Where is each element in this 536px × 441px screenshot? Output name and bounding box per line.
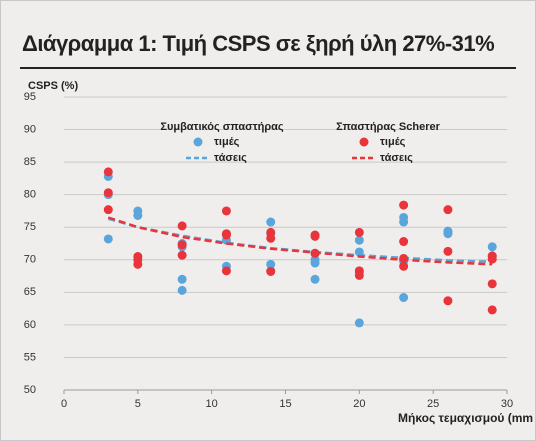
point xyxy=(221,206,231,216)
point xyxy=(354,270,364,280)
point xyxy=(354,318,364,328)
y-tick-label: 95 xyxy=(24,91,36,103)
point xyxy=(310,231,320,241)
x-tick-label: 15 xyxy=(279,398,291,410)
point xyxy=(399,253,409,263)
y-tick-label: 55 xyxy=(24,351,36,363)
point xyxy=(399,217,409,227)
y-tick-label: 85 xyxy=(24,156,36,168)
point xyxy=(443,246,453,256)
point xyxy=(221,230,231,240)
y-tick-label: 50 xyxy=(24,384,36,396)
legend-title: Συμβατικός σπαστήρας xyxy=(160,121,284,133)
point xyxy=(177,240,187,250)
x-tick-label: 20 xyxy=(353,398,365,410)
point xyxy=(487,242,497,252)
legend-label: τιμές xyxy=(380,136,406,148)
point xyxy=(133,211,143,221)
point xyxy=(487,279,497,289)
y-tick-label: 65 xyxy=(24,286,36,298)
trend-line xyxy=(107,216,493,266)
point xyxy=(103,205,113,215)
x-tick-label: 5 xyxy=(135,398,141,410)
y-tick-label: 80 xyxy=(24,189,36,201)
point xyxy=(221,266,231,276)
point xyxy=(487,305,497,315)
legend-label: τάσεις xyxy=(214,152,247,164)
point xyxy=(310,274,320,284)
point xyxy=(103,167,113,177)
legend-marker xyxy=(193,137,203,147)
x-tick-label: 0 xyxy=(61,398,67,410)
point xyxy=(443,205,453,215)
point xyxy=(177,285,187,295)
x-tick-label: 30 xyxy=(501,398,513,410)
legend-label: τιμές xyxy=(214,136,240,148)
y-axis-label: CSPS (%) xyxy=(28,80,78,92)
point xyxy=(177,221,187,231)
point xyxy=(103,188,113,198)
point xyxy=(399,237,409,247)
x-tick-label: 25 xyxy=(427,398,439,410)
point xyxy=(103,234,113,244)
point xyxy=(399,293,409,303)
chart-title: Διάγραμμα 1: Τιμή CSPS σε ξηρή ύλη 27%-3… xyxy=(22,31,494,56)
point xyxy=(266,233,276,243)
point xyxy=(443,296,453,306)
point xyxy=(487,254,497,264)
point xyxy=(399,261,409,271)
y-tick-label: 75 xyxy=(24,221,36,233)
point xyxy=(354,235,364,245)
point xyxy=(133,255,143,265)
legend-marker xyxy=(359,137,369,147)
legend-title: Σπαστήρας Scherer xyxy=(336,121,440,133)
x-tick-label: 10 xyxy=(206,398,218,410)
point xyxy=(266,259,276,269)
point xyxy=(177,250,187,260)
point xyxy=(266,266,276,276)
point xyxy=(266,217,276,227)
x-axis-label: Μήκος τεμαχισμού (mm xyxy=(398,411,533,425)
y-tick-label: 60 xyxy=(24,319,36,331)
point xyxy=(443,227,453,237)
y-tick-label: 90 xyxy=(24,123,36,135)
point xyxy=(177,274,187,284)
point xyxy=(310,258,320,268)
point xyxy=(354,227,364,237)
point xyxy=(399,200,409,210)
y-tick-label: 70 xyxy=(24,254,36,266)
legend-label: τάσεις xyxy=(380,152,413,164)
